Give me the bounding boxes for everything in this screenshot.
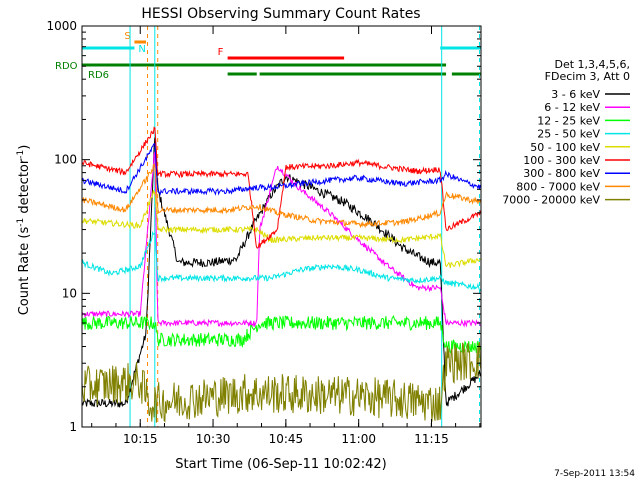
legend-label-7: 800 - 7000 keV — [516, 180, 600, 193]
x-tick-label: 10:30 — [196, 432, 231, 446]
series-line-8 — [81, 341, 482, 423]
x-tick-label: 11:15 — [414, 432, 449, 446]
legend-label-8: 7000 - 20000 keV — [502, 194, 600, 207]
y-tick-label: 1000 — [46, 19, 77, 33]
y-tick-label: 100 — [54, 153, 77, 167]
legend-label-5: 100 - 300 keV — [523, 154, 600, 167]
chart-title: HESSI Observing Summary Count Rates — [141, 6, 420, 22]
svg-text:Count Rate (s-1 detector-1): Count Rate (s-1 detector-1) — [16, 145, 32, 316]
legend-header-line-2: FDecim 3, Att 0 — [545, 70, 630, 83]
legend-label-6: 300 - 800 keV — [523, 167, 600, 180]
y-axis-label-sup-1: -1 — [16, 218, 26, 227]
series-line-2 — [81, 314, 482, 356]
timestamp: 7-Sep-2011 13:54 — [554, 469, 635, 479]
flag-label-s: S — [124, 31, 130, 42]
legend: Det 1,3,4,5,6, FDecim 3, Att 0 3 - 6 keV… — [502, 58, 630, 207]
series-line-0 — [81, 137, 482, 408]
x-axis-label: Start Time (06-Sep-11 10:02:42) — [175, 457, 386, 472]
flag-label-n: N — [138, 44, 145, 55]
legend-header-line-1: Det 1,3,4,5,6, — [554, 58, 630, 71]
legend-label-4: 50 - 100 keV — [530, 141, 600, 154]
y-axis-label-mid: detector — [17, 158, 32, 218]
series-line-4 — [81, 189, 482, 268]
flag-label-f: F — [218, 47, 224, 58]
plot-frame — [81, 25, 482, 428]
y-tick-label: 1 — [69, 420, 77, 434]
flag-label-rdo: RDO — [55, 61, 78, 72]
y-tick-label: 10 — [62, 286, 77, 300]
legend-label-2: 12 - 25 keV — [537, 114, 600, 127]
y-axis-label-end: ) — [17, 145, 32, 150]
legend-label-3: 25 - 50 keV — [537, 128, 600, 141]
y-axis-label-sup-2: -1 — [16, 150, 26, 159]
y-axis-label-main: Count Rate (s — [17, 227, 32, 316]
flag-label-rd6: RD6 — [88, 70, 109, 81]
series-line-3 — [81, 230, 482, 291]
plot-area: RDO RD6 SN F 10:15 10:30 10:45 11:00 11:15 1 10 100… — [46, 19, 482, 446]
x-tick-label: 11:00 — [341, 432, 376, 446]
series-line-1 — [81, 151, 482, 328]
legend-label-1: 6 - 12 keV — [544, 101, 600, 114]
y-axis-label: Count Rate (s-1 detector-1) — [16, 145, 32, 316]
series-line-5 — [81, 126, 482, 249]
x-tick-label: 10:45 — [269, 432, 304, 446]
x-tick-label: 10:15 — [123, 432, 158, 446]
series-line-7 — [81, 163, 482, 229]
legend-label-0: 3 - 6 keV — [551, 88, 600, 101]
series-line-6 — [81, 143, 482, 196]
